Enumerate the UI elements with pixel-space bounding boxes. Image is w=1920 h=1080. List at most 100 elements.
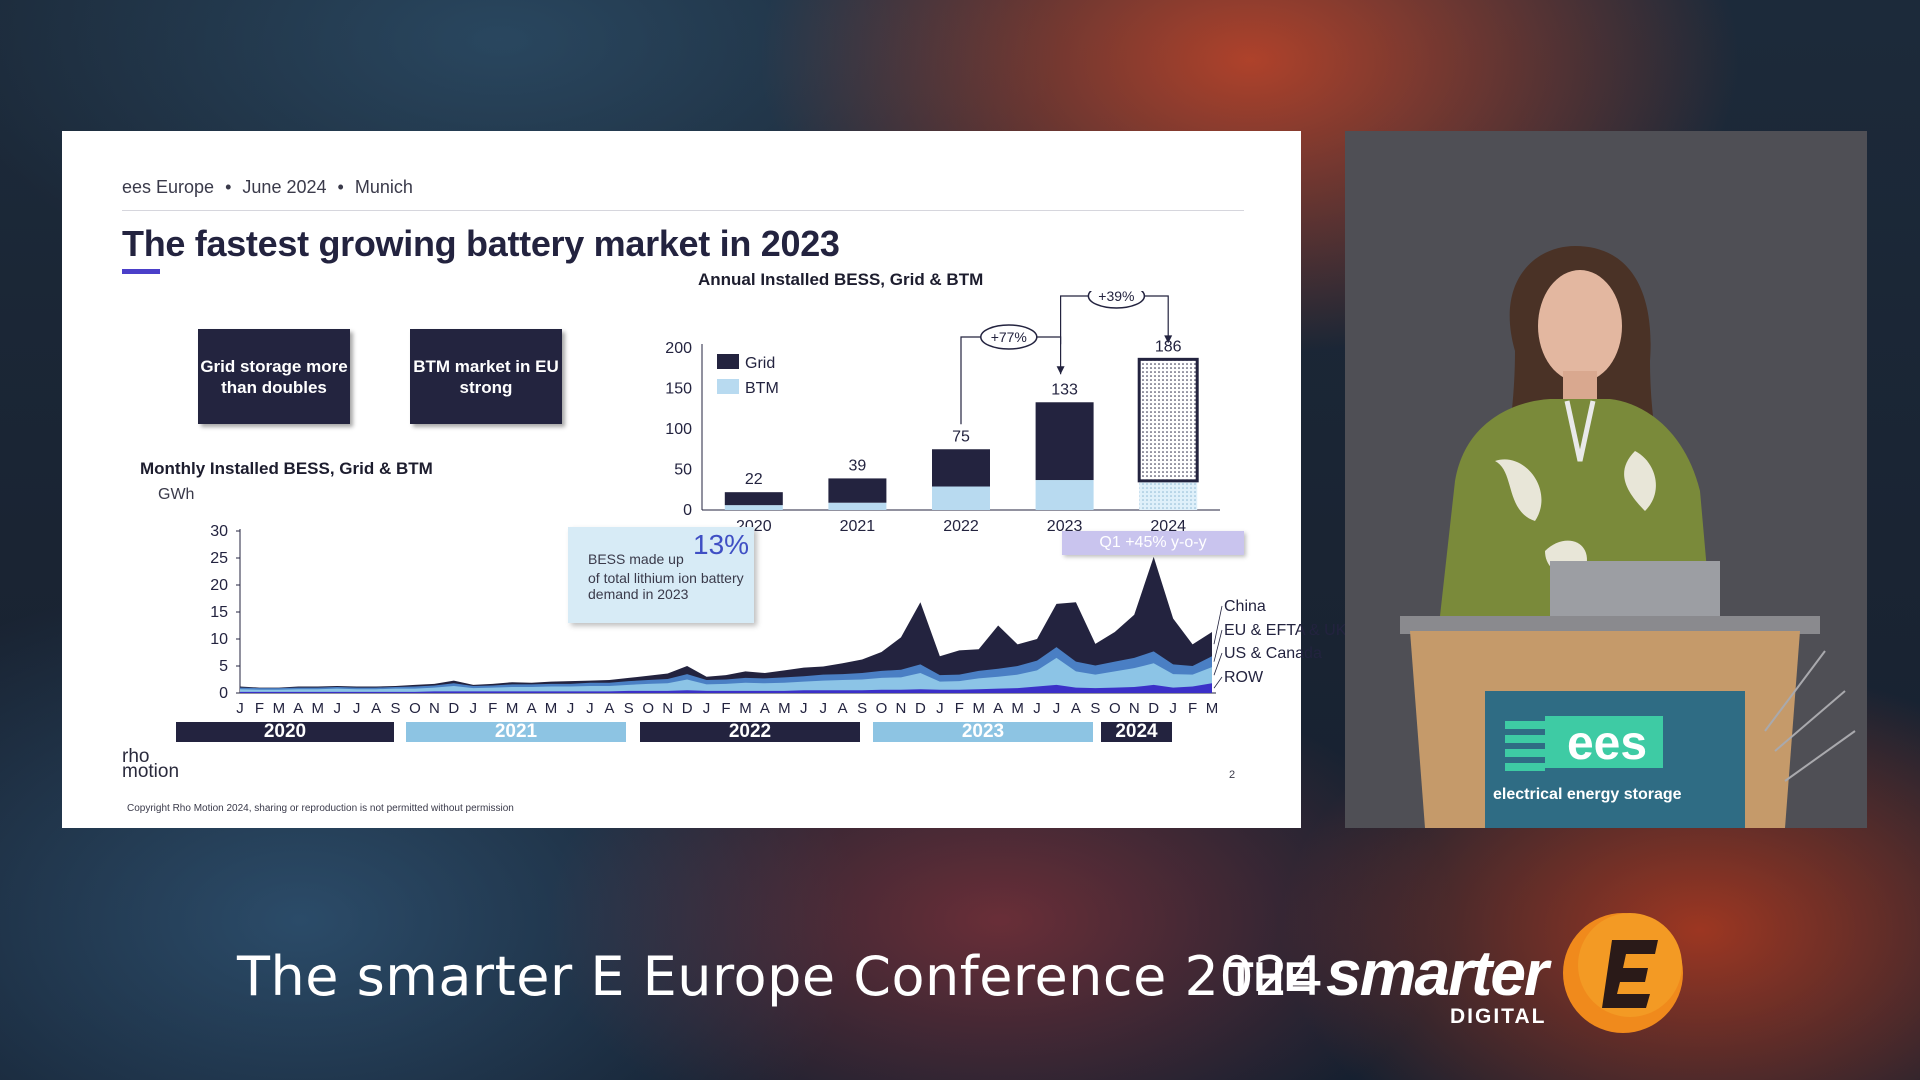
x-tick-label: S bbox=[857, 700, 867, 717]
presentation-slide: ees Europe • June 2024 • Munich The fast… bbox=[62, 131, 1347, 828]
series-label-china: China bbox=[1224, 598, 1266, 615]
x-tick-label: A bbox=[604, 700, 614, 717]
x-tick-label: 2022 bbox=[943, 518, 979, 531]
title-accent-bar bbox=[122, 269, 160, 274]
callout-grid-storage: Grid storage more than doubles bbox=[198, 329, 350, 424]
x-tick-label: M bbox=[506, 700, 519, 717]
legend-leader-line bbox=[1213, 629, 1223, 662]
y-tick-label: 15 bbox=[210, 604, 228, 621]
y-tick-label: 200 bbox=[665, 340, 692, 357]
area-china bbox=[240, 556, 1212, 693]
y-tick-label: 0 bbox=[219, 685, 228, 702]
x-tick-label: A bbox=[527, 700, 537, 717]
podium-logo: ees bbox=[1567, 717, 1647, 770]
area-row bbox=[240, 683, 1212, 693]
header-separator: • bbox=[225, 177, 232, 197]
year-band-2020: 2020 bbox=[176, 722, 394, 742]
page-number: 2 bbox=[1229, 769, 1236, 781]
conference-title: The smarter E Europe Conference 2024 bbox=[237, 945, 1324, 1008]
x-tick-label: J bbox=[1053, 700, 1061, 717]
bar-total-label: 133 bbox=[1051, 381, 1078, 398]
y-tick-label: 150 bbox=[665, 381, 692, 398]
speaker-video-feed: ees electrical energy storage bbox=[1345, 131, 1867, 828]
x-tick-label: J bbox=[567, 700, 575, 717]
year-band-2021: 2021 bbox=[406, 722, 626, 742]
growth-bubble-39 bbox=[1087, 291, 1146, 309]
bar-total-label: 186 bbox=[1155, 338, 1182, 355]
brand-smarter: smarter bbox=[1326, 937, 1549, 1009]
annual-bar-chart: 0501001502002220203920217520221332023186… bbox=[665, 291, 1220, 531]
bar-grid-2024 bbox=[1137, 357, 1199, 483]
x-tick-label: F bbox=[955, 700, 964, 717]
x-tick-label: 2023 bbox=[1047, 518, 1083, 531]
y-tick-label: 10 bbox=[210, 631, 228, 648]
rho-motion-logo: rho motion bbox=[122, 746, 179, 781]
bess-note-prefix: BESS made up bbox=[588, 551, 684, 567]
bar-grid-2021 bbox=[828, 478, 887, 503]
x-tick-label: N bbox=[662, 700, 673, 717]
copyright-notice: Copyright Rho Motion 2024, sharing or re… bbox=[127, 803, 514, 814]
legend-leader-line bbox=[1213, 652, 1223, 676]
bar-grid-2022 bbox=[932, 449, 990, 487]
year-band-2024: 2024 bbox=[1101, 722, 1172, 742]
x-tick-label: N bbox=[1129, 700, 1140, 717]
x-tick-label: D bbox=[448, 700, 459, 717]
x-tick-label: N bbox=[896, 700, 907, 717]
x-tick-label: D bbox=[682, 700, 693, 717]
x-tick-label: D bbox=[915, 700, 926, 717]
x-tick-label: A bbox=[371, 700, 381, 717]
x-tick-label: O bbox=[409, 700, 421, 717]
growth-arrow-39 bbox=[1164, 335, 1173, 344]
x-tick-label: S bbox=[624, 700, 634, 717]
x-tick-label: F bbox=[721, 700, 730, 717]
x-tick-label: M bbox=[545, 700, 558, 717]
y-tick-label: 20 bbox=[210, 577, 228, 594]
series-label-row: ROW bbox=[1224, 669, 1264, 686]
growth-bubble-77 bbox=[980, 324, 1038, 350]
bess-share-note: BESS made up 13% of total lithium ion ba… bbox=[568, 527, 754, 623]
callout-btm-market: BTM market in EU strong bbox=[410, 329, 562, 424]
bar-total-label: 75 bbox=[952, 428, 970, 445]
x-tick-label: J bbox=[819, 700, 827, 717]
x-tick-label: S bbox=[391, 700, 401, 717]
logo-top: rho bbox=[122, 746, 150, 767]
y-tick-label: 25 bbox=[210, 550, 228, 567]
header-date: June 2024 bbox=[242, 177, 327, 197]
x-tick-label: M bbox=[312, 700, 325, 717]
slide-title: The fastest growing battery market in 20… bbox=[122, 223, 840, 264]
growth-label-77: +77% bbox=[991, 329, 1027, 345]
x-tick-label: A bbox=[993, 700, 1003, 717]
x-tick-label: A bbox=[293, 700, 303, 717]
speaker-scene: ees electrical energy storage bbox=[1345, 131, 1867, 828]
year-band-2023: 2023 bbox=[873, 722, 1093, 742]
podium-tagline: electrical energy storage bbox=[1493, 786, 1682, 803]
series-label-eu-efta-uk: EU & EFTA & UK bbox=[1224, 622, 1347, 639]
x-tick-label: M bbox=[739, 700, 752, 717]
x-tick-label: J bbox=[1169, 700, 1177, 717]
x-tick-label: M bbox=[1011, 700, 1024, 717]
x-tick-label: J bbox=[800, 700, 808, 717]
x-tick-label: O bbox=[876, 700, 888, 717]
bar-btm-2023 bbox=[1035, 480, 1094, 510]
monthly-chart-unit: GWh bbox=[158, 486, 195, 503]
x-tick-label: J bbox=[470, 700, 478, 717]
bar-btm-2024 bbox=[1139, 480, 1198, 510]
x-tick-label: J bbox=[236, 700, 244, 717]
bess-note-highlight: 13% bbox=[693, 529, 750, 560]
x-tick-label: 2024 bbox=[1150, 518, 1186, 531]
x-tick-label: S bbox=[1090, 700, 1100, 717]
header-divider bbox=[122, 210, 1244, 211]
x-tick-label: A bbox=[760, 700, 770, 717]
growth-label-39: +39% bbox=[1098, 291, 1134, 304]
x-tick-label: F bbox=[255, 700, 264, 717]
brand-digital: DIGITAL bbox=[1450, 1005, 1547, 1028]
x-tick-label: O bbox=[642, 700, 654, 717]
series-label-us-canada: US & Canada bbox=[1224, 645, 1322, 662]
legend-label-btm: BTM bbox=[745, 380, 779, 397]
growth-arrow-77 bbox=[1056, 366, 1065, 375]
bar-btm-2022 bbox=[932, 486, 990, 510]
x-tick-label: A bbox=[1071, 700, 1081, 717]
x-tick-label: J bbox=[703, 700, 711, 717]
x-tick-label: M bbox=[273, 700, 286, 717]
